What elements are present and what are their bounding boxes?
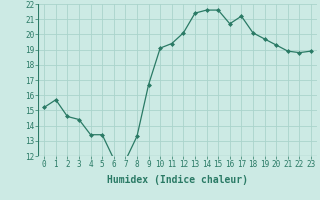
X-axis label: Humidex (Indice chaleur): Humidex (Indice chaleur) — [107, 175, 248, 185]
